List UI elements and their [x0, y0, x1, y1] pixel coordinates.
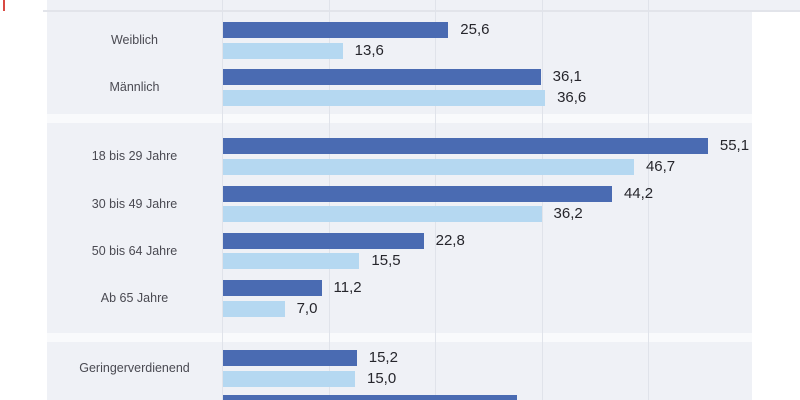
- value-label-light: 36,2: [553, 205, 583, 222]
- value-label-dark: 44,2: [623, 184, 654, 202]
- bar-light: [223, 253, 360, 269]
- bar-dark: [223, 350, 357, 366]
- partial-bottom-bar: [223, 395, 517, 400]
- value-label-light: 15,0: [367, 369, 397, 387]
- bar-light: [223, 42, 343, 59]
- value-label-dark: 22,8: [435, 231, 465, 249]
- value-label-dark: 15,2: [368, 349, 398, 366]
- gridline: [648, 0, 649, 400]
- bar-light: [223, 206, 542, 222]
- category-label: 18 bis 29 Jahre: [91, 149, 178, 164]
- group-separator: [47, 114, 752, 123]
- value-label-dark: 55,1: [719, 137, 750, 154]
- value-label-light: 46,7: [645, 157, 676, 175]
- value-label-dark: 36,1: [552, 68, 582, 85]
- value-label-light: 15,5: [371, 252, 401, 269]
- category-label: Weiblich: [110, 33, 158, 48]
- red-cursor-mark: [3, 0, 5, 11]
- bar-dark: [223, 185, 612, 202]
- value-label-light: 7,0: [296, 299, 318, 317]
- bar-dark: [223, 69, 541, 85]
- bar-dark: [223, 280, 322, 296]
- top-strip-right: [752, 0, 800, 12]
- category-label: Männlich: [109, 80, 160, 95]
- bar-light: [223, 89, 546, 106]
- value-label-light: 13,6: [354, 41, 384, 59]
- category-label: 30 bis 49 Jahre: [91, 196, 178, 211]
- axis-line: [222, 0, 223, 400]
- category-label: Geringerverdienend: [79, 361, 190, 376]
- bar-dark: [223, 22, 449, 38]
- value-label-dark: 25,6: [460, 21, 490, 38]
- bar-light: [223, 370, 355, 387]
- bar-light: [223, 300, 285, 317]
- category-label: Ab 65 Jahre: [100, 291, 169, 306]
- value-label-light: 36,6: [557, 88, 587, 106]
- bar-light: [223, 158, 634, 175]
- value-label-dark: 11,2: [333, 279, 362, 296]
- bar-dark: [223, 138, 708, 154]
- category-label: 50 bis 64 Jahre: [91, 243, 178, 258]
- top-rule: [43, 9, 800, 12]
- group-separator: [47, 333, 752, 342]
- bar-dark: [223, 232, 424, 249]
